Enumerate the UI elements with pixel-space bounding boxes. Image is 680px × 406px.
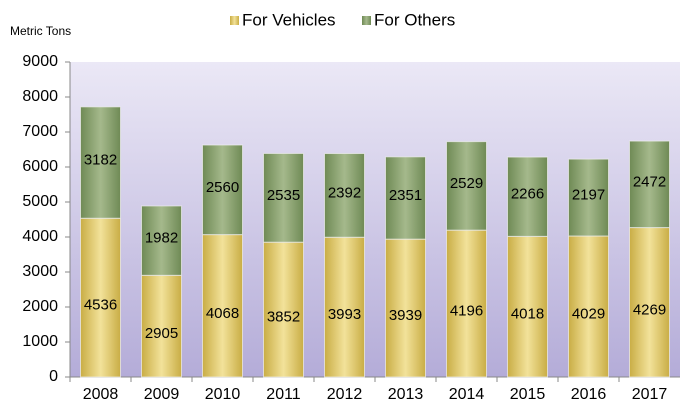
y-tick-label: 5000 xyxy=(22,193,58,210)
bar-segment xyxy=(263,152,304,243)
x-tick-label: 2012 xyxy=(327,386,363,403)
data-label: 2472 xyxy=(633,173,666,190)
x-tick-label: 2015 xyxy=(510,386,546,403)
bar-segment xyxy=(80,217,121,378)
data-label: 2392 xyxy=(328,184,361,201)
data-label: 2905 xyxy=(145,325,178,342)
y-tick-label: 2000 xyxy=(22,298,58,315)
bar-segment xyxy=(385,156,426,240)
y-tick-label: 3000 xyxy=(22,263,58,280)
bar-segment xyxy=(141,205,182,276)
x-tick-label: 2010 xyxy=(205,386,241,403)
data-label: 4068 xyxy=(206,305,239,322)
x-tick-label: 2016 xyxy=(571,386,607,403)
bar-segment xyxy=(629,140,670,229)
x-tick-label: 2009 xyxy=(144,386,180,403)
bar-segment xyxy=(202,144,243,236)
y-tick-label: 8000 xyxy=(22,88,58,105)
y-tick-label: 4000 xyxy=(22,228,58,245)
y-axis-label: Metric Tons xyxy=(10,24,71,38)
data-label: 2197 xyxy=(572,187,605,204)
y-tick-label: 0 xyxy=(49,368,58,385)
data-label: 4269 xyxy=(633,301,666,318)
bar-segment xyxy=(80,106,121,219)
y-tick-label: 6000 xyxy=(22,158,58,175)
bar-segment xyxy=(324,153,365,238)
y-tick-label: 9000 xyxy=(22,53,58,70)
x-tick-label: 2011 xyxy=(266,386,301,403)
data-label: 3852 xyxy=(267,309,300,326)
legend-label: For Others xyxy=(374,10,455,29)
data-label: 4018 xyxy=(511,306,544,323)
data-label: 2535 xyxy=(267,187,300,204)
data-label: 1982 xyxy=(145,230,178,247)
y-tick-label: 7000 xyxy=(22,123,58,140)
data-label: 2266 xyxy=(511,186,544,203)
data-label: 4536 xyxy=(84,297,117,314)
bar-segment xyxy=(568,235,609,378)
bar-segment xyxy=(141,274,182,378)
bar-segment xyxy=(507,156,548,237)
legend-swatch xyxy=(362,16,371,25)
bar-segment xyxy=(263,241,304,378)
data-label: 2560 xyxy=(206,179,239,196)
data-label: 4196 xyxy=(450,303,483,320)
bar-segment xyxy=(324,236,365,378)
legend-swatch xyxy=(230,16,239,25)
x-tick-label: 2008 xyxy=(83,386,119,403)
bar-segment xyxy=(446,229,487,378)
bar-segment xyxy=(446,141,487,231)
x-tick-label: 2013 xyxy=(388,386,424,403)
y-tick-label: 1000 xyxy=(22,333,58,350)
bar-segment xyxy=(568,158,609,237)
data-label: 2529 xyxy=(450,175,483,192)
x-tick-label: 2014 xyxy=(449,386,485,403)
data-label: 3182 xyxy=(84,152,117,169)
data-label: 3939 xyxy=(389,307,422,324)
bar-segment xyxy=(202,234,243,378)
legend-label: For Vehicles xyxy=(242,10,336,29)
x-tick-label: 2017 xyxy=(632,386,668,403)
data-label: 4029 xyxy=(572,305,605,322)
data-label: 2351 xyxy=(389,187,422,204)
bar-segment xyxy=(629,227,670,378)
data-label: 3993 xyxy=(328,306,361,323)
